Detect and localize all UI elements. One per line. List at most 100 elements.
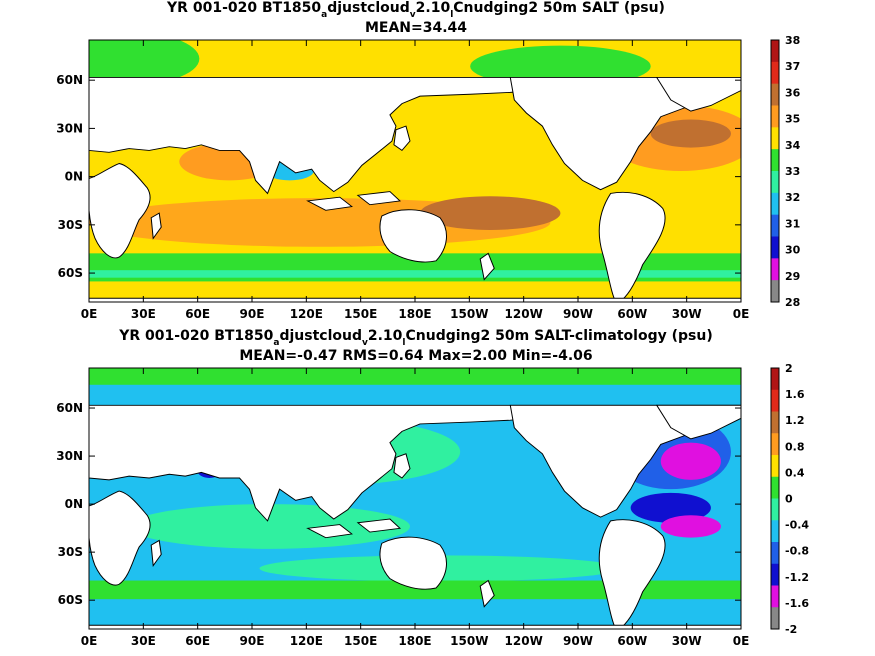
x-tick-label: 30W [672,307,702,321]
x-tick-label: 30W [672,634,702,648]
colorbar-label: 29 [785,270,800,283]
x-tick-label: 120W [505,307,543,321]
y-tick-label: 60S [58,266,83,280]
x-tick-label: 90E [240,634,265,648]
title-part: 2.10 [416,0,451,16]
colorbar-label: 31 [785,217,800,230]
colorbar-swatch [771,214,779,237]
colorbar-swatch [771,433,779,456]
title-part: l [450,10,453,20]
colorbar-swatch [771,171,779,194]
colorbar-swatch [771,389,779,412]
colorbar: 38 37 36 35 34 33 32 31 30 29 28 [770,34,801,309]
colorbar-swatch [771,585,779,608]
colorbar-label: 37 [785,60,800,73]
colorbar-swatch [771,476,779,499]
panel-2: YR 001-020 BT1850adjustcloudv2.10lCnudgi… [56,328,809,648]
colorbar-frame [770,367,780,630]
colorbar-label: 1.2 [785,414,805,427]
colorbar: 2 1.6 1.2 0.8 0.4 0 -0.4 -0.8 -1.2 -1.6 -2 [770,362,809,636]
colorbar-label: 1.6 [785,388,805,401]
colorbar-label: -2 [785,623,797,636]
x-tick-label: 0E [733,307,750,321]
colorbar-swatch [771,368,779,391]
title-part: a [321,10,327,20]
colorbar-label: 28 [785,296,800,309]
salinity-anomaly-map [89,368,741,629]
colorbar-swatch [771,127,779,150]
y-tick-label: 30N [56,121,83,135]
colorbar-swatch [771,607,779,630]
y-tick-label: 30S [58,218,83,232]
colorbar-swatch [771,105,779,128]
colorbar-swatch [771,40,779,63]
x-tick-label: 60W [617,307,647,321]
title-part: a [273,338,279,348]
y-tick-label: 30S [58,545,83,559]
colorbar-label: -1.2 [785,571,809,584]
colorbar-label: 34 [785,139,801,152]
colorbar-label: -1.6 [785,597,809,610]
salinity-map [89,40,741,302]
x-tick-label: 150W [450,307,488,321]
colorbar-label: 0.4 [785,466,805,479]
x-tick-label: 60E [185,307,210,321]
colorbar-label: 38 [785,34,800,47]
colorbar-swatch [771,563,779,586]
colorbar-label: 32 [785,191,800,204]
colorbar-swatch [771,280,779,303]
title-part: Cnudging2 50m SALT (psu) [453,0,665,16]
x-tick-label: 30E [131,307,156,321]
colorbar-label: 36 [785,86,801,99]
title-part: 2.10 [368,328,403,344]
colorbar-swatch [771,149,779,172]
colorbar-label: 0.8 [785,440,805,453]
x-tick-label: 0E [81,634,98,648]
colorbar-label: 30 [785,244,801,257]
x-tick-label: 150E [344,307,377,321]
chart-stats: MEAN=34.44 [365,20,467,36]
colorbar-swatch [771,455,779,478]
title-part: l [402,338,405,348]
y-tick-label: 0N [65,497,83,511]
colorbar-label: 33 [785,165,800,178]
y-tick-label: 60N [56,401,83,415]
title-part: YR 001-020 BT1850 [118,328,273,344]
x-tick-label: 180E [398,634,431,648]
y-tick-label: 0N [65,170,83,184]
panel-1: YR 001-020 BT1850adjustcloudv2.10lCnudgi… [56,0,801,321]
x-tick-label: 150W [450,634,488,648]
x-tick-label: 90W [563,307,593,321]
x-tick-label: 30E [131,634,156,648]
title-part: djustcloud [327,0,410,16]
x-tick-label: 0E [733,634,750,648]
x-tick-label: 150E [344,634,377,648]
x-tick-label: 60W [617,634,647,648]
colorbar-swatch [771,236,779,259]
colorbar-frame [770,39,780,303]
colorbar-swatch [771,498,779,521]
x-tick-label: 120W [505,634,543,648]
colorbar-label: 35 [785,113,800,126]
x-tick-label: 0E [81,307,98,321]
chart-stats: MEAN=-0.47 RMS=0.64 Max=2.00 Min=-4.06 [239,348,592,364]
x-tick-label: 90W [563,634,593,648]
colorbar-swatch [771,520,779,543]
colorbar-label: 0 [785,493,793,506]
x-tick-label: 60E [185,634,210,648]
title-part: YR 001-020 BT1850 [166,0,321,16]
colorbar-swatch [771,411,779,434]
colorbar-label: 2 [785,362,793,375]
colorbar-label: -0.8 [785,545,809,558]
colorbar-swatch [771,258,779,281]
y-tick-label: 60N [56,73,83,87]
y-tick-label: 60S [58,593,83,607]
colorbar-label: -0.4 [785,519,809,532]
y-tick-label: 30N [56,449,83,463]
chart-title: YR 001-020 BT1850adjustcloudv2.10lCnudgi… [166,0,665,20]
colorbar-swatch [771,192,779,216]
title-part: v [410,10,416,20]
x-tick-label: 120E [290,307,323,321]
x-tick-label: 180E [398,307,431,321]
